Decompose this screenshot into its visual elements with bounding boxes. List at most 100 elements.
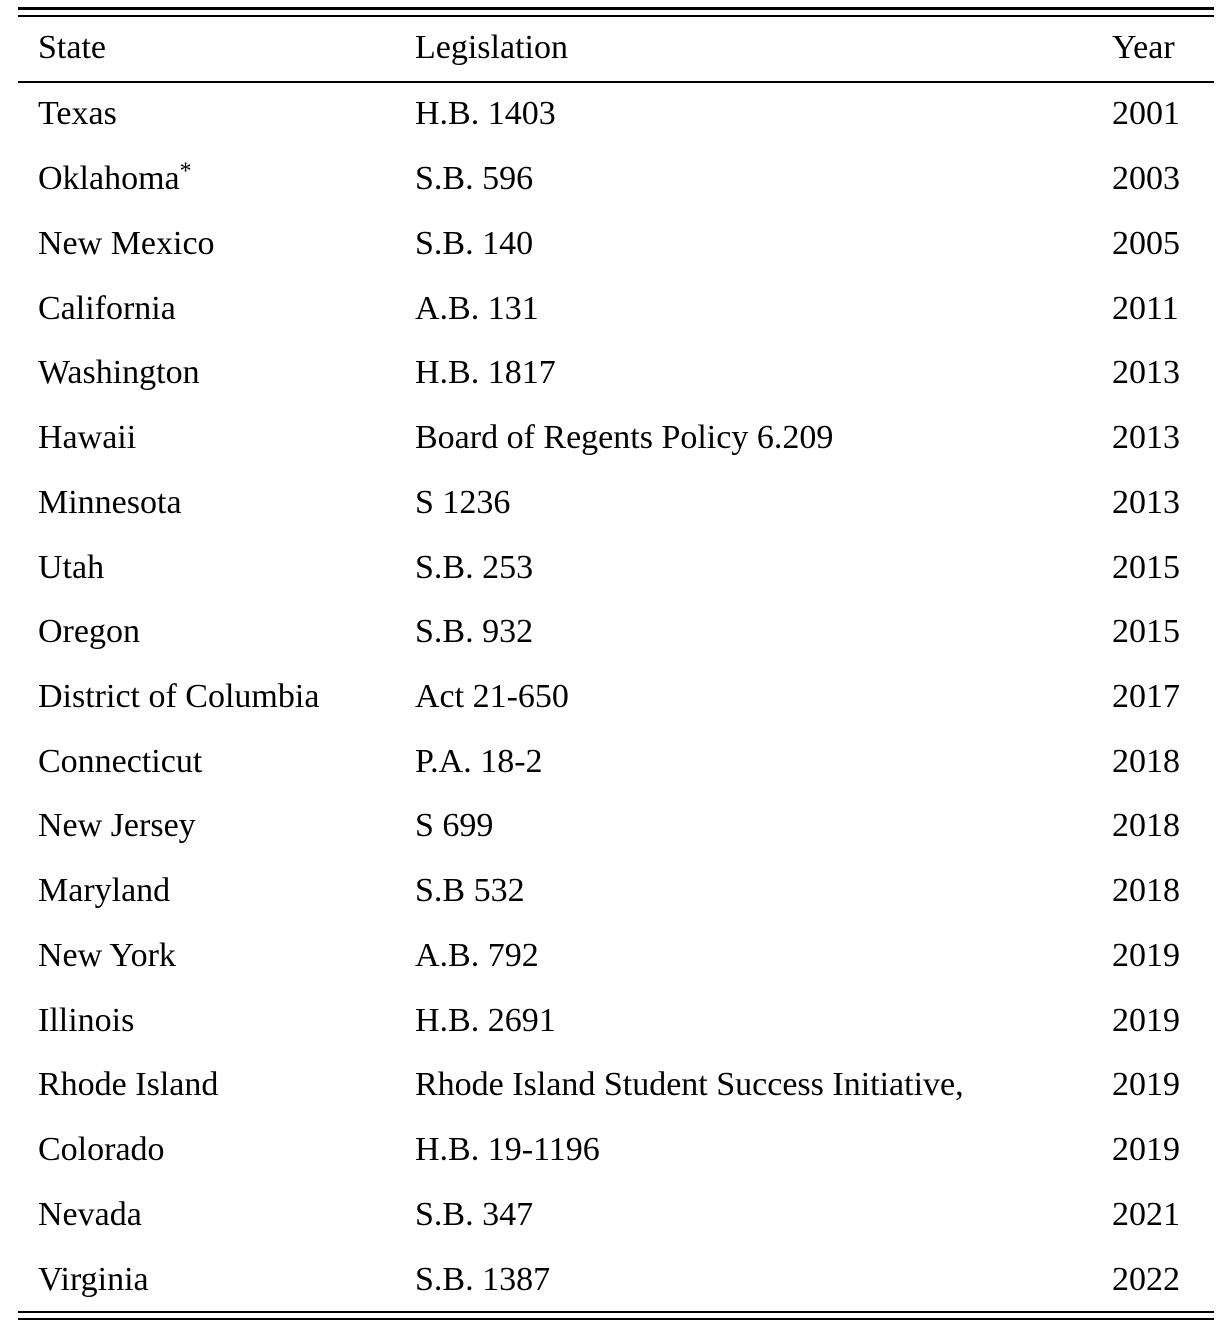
year-cell: 2001 bbox=[1112, 95, 1180, 133]
table-row: Nevada S.B. 347 2021 bbox=[38, 1182, 1198, 1247]
state-cell: New York bbox=[38, 937, 415, 975]
table-row: New Mexico S.B. 140 2005 bbox=[38, 211, 1198, 276]
year-cell: 2021 bbox=[1112, 1195, 1180, 1233]
year-cell: 2018 bbox=[1112, 807, 1180, 845]
state-name: Washington bbox=[38, 354, 200, 392]
state-cell: Texas bbox=[38, 95, 415, 133]
table-row: New Jersey S 699 2018 bbox=[38, 794, 1198, 859]
year-cell: 2011 bbox=[1112, 289, 1179, 327]
year-cell: 2018 bbox=[1112, 742, 1180, 780]
table-row: Minnesota S 1236 2013 bbox=[38, 470, 1198, 535]
legislation-cell: Act 21-650 bbox=[415, 677, 569, 715]
state-name: Utah bbox=[38, 548, 105, 586]
year-cell: 2019 bbox=[1112, 1066, 1180, 1104]
table-row: Connecticut P.A. 18-2 2018 bbox=[38, 729, 1198, 794]
table-row: Oregon S.B. 932 2015 bbox=[38, 600, 1198, 665]
legislation-cell: S.B. 596 bbox=[415, 160, 534, 198]
table-row: Colorado H.B. 19-1196 2019 bbox=[38, 1118, 1198, 1183]
table-header-rule bbox=[18, 81, 1214, 83]
table-bottom-rule-inner bbox=[18, 1311, 1214, 1313]
state-cell: California bbox=[38, 290, 415, 328]
state-name: California bbox=[38, 289, 176, 327]
state-cell: Virginia bbox=[38, 1261, 415, 1299]
column-header-year: Year bbox=[1112, 29, 1175, 66]
state-cell: Hawaii bbox=[38, 419, 415, 457]
legislation-cell: S 699 bbox=[415, 807, 494, 845]
legislation-cell: Rhode Island Student Success Initiative, bbox=[415, 1066, 964, 1104]
year-cell: 2019 bbox=[1112, 1001, 1180, 1039]
year-cell: 2013 bbox=[1112, 354, 1180, 392]
legislation-cell: Board of Regents Policy 6.209 bbox=[415, 419, 834, 457]
state-cell: New Mexico bbox=[38, 225, 415, 263]
state-cell: Illinois bbox=[38, 1002, 415, 1040]
state-name: Hawaii bbox=[38, 419, 137, 457]
column-header-state: State bbox=[38, 29, 106, 66]
table-row: Rhode Island Rhode Island Student Succes… bbox=[38, 1053, 1198, 1118]
table-top-rule-inner bbox=[18, 15, 1214, 17]
state-name: Rhode Island bbox=[38, 1066, 219, 1104]
year-cell: 2019 bbox=[1112, 936, 1180, 974]
state-name: Nevada bbox=[38, 1195, 142, 1233]
year-cell: 2017 bbox=[1112, 677, 1180, 715]
state-name: Illinois bbox=[38, 1001, 135, 1039]
year-cell: 2015 bbox=[1112, 548, 1180, 586]
legislation-cell: S.B. 1387 bbox=[415, 1260, 551, 1298]
table-row: Hawaii Board of Regents Policy 6.209 201… bbox=[38, 406, 1198, 471]
year-cell: 2005 bbox=[1112, 224, 1180, 262]
legislation-cell: H.B. 19-1196 bbox=[415, 1131, 600, 1169]
state-name: Oklahoma bbox=[38, 160, 180, 198]
state-name: Oregon bbox=[38, 613, 140, 651]
state-cell: Maryland bbox=[38, 872, 415, 910]
state-cell: Connecticut bbox=[38, 743, 415, 781]
table-row: District of Columbia Act 21-650 2017 bbox=[38, 665, 1198, 730]
legislation-cell: A.B. 131 bbox=[415, 289, 539, 327]
legislation-cell: H.B. 1403 bbox=[415, 95, 556, 133]
year-cell: 2013 bbox=[1112, 483, 1180, 521]
table-row: New York A.B. 792 2019 bbox=[38, 924, 1198, 989]
table-top-rule-outer bbox=[18, 7, 1214, 10]
legislation-cell: S.B. 253 bbox=[415, 548, 534, 586]
year-cell: 2015 bbox=[1112, 613, 1180, 651]
legislation-cell: S.B. 347 bbox=[415, 1195, 534, 1233]
state-cell: Minnesota bbox=[38, 484, 415, 522]
table-row: Virginia S.B. 1387 2022 bbox=[38, 1247, 1198, 1312]
year-cell: 2018 bbox=[1112, 872, 1180, 910]
state-cell: Oklahoma* bbox=[38, 160, 415, 198]
state-name: Connecticut bbox=[38, 742, 203, 780]
year-cell: 2019 bbox=[1112, 1131, 1180, 1169]
state-name: New Mexico bbox=[38, 224, 215, 262]
table-body: Texas H.B. 1403 2001 Oklahoma* S.B. 596 … bbox=[38, 82, 1198, 1312]
column-header-legislation: Legislation bbox=[415, 29, 568, 66]
state-cell: District of Columbia bbox=[38, 678, 415, 716]
state-name: New York bbox=[38, 936, 176, 974]
table-row: Utah S.B. 253 2015 bbox=[38, 535, 1198, 600]
state-cell: Utah bbox=[38, 549, 415, 587]
legislation-cell: S.B. 140 bbox=[415, 224, 534, 262]
table-bottom-rule-outer bbox=[18, 1318, 1214, 1320]
table-header-row: State Legislation Year bbox=[38, 15, 1198, 81]
state-cell: Washington bbox=[38, 354, 415, 392]
legislation-cell: S 1236 bbox=[415, 483, 511, 521]
state-name: Colorado bbox=[38, 1131, 165, 1169]
table-row: Texas H.B. 1403 2001 bbox=[38, 82, 1198, 147]
state-cell: New Jersey bbox=[38, 807, 415, 845]
state-name: New Jersey bbox=[38, 807, 196, 845]
state-name: Minnesota bbox=[38, 483, 182, 521]
legislation-cell: H.B. 1817 bbox=[415, 354, 556, 392]
table-row: California A.B. 131 2011 bbox=[38, 276, 1198, 341]
state-cell: Oregon bbox=[38, 613, 415, 651]
table-row: Maryland S.B 532 2018 bbox=[38, 859, 1198, 924]
year-cell: 2003 bbox=[1112, 160, 1180, 198]
legislation-cell: S.B. 932 bbox=[415, 613, 534, 651]
table-row: Washington H.B. 1817 2013 bbox=[38, 341, 1198, 406]
state-name: Maryland bbox=[38, 872, 171, 910]
year-cell: 2022 bbox=[1112, 1260, 1180, 1298]
state-cell: Rhode Island bbox=[38, 1066, 415, 1104]
state-name: Texas bbox=[38, 95, 117, 133]
legislation-cell: A.B. 792 bbox=[415, 936, 539, 974]
state-cell: Nevada bbox=[38, 1196, 415, 1234]
state-name: Virginia bbox=[38, 1260, 149, 1298]
legislation-cell: S.B 532 bbox=[415, 872, 525, 910]
legislation-cell: H.B. 2691 bbox=[415, 1001, 556, 1039]
